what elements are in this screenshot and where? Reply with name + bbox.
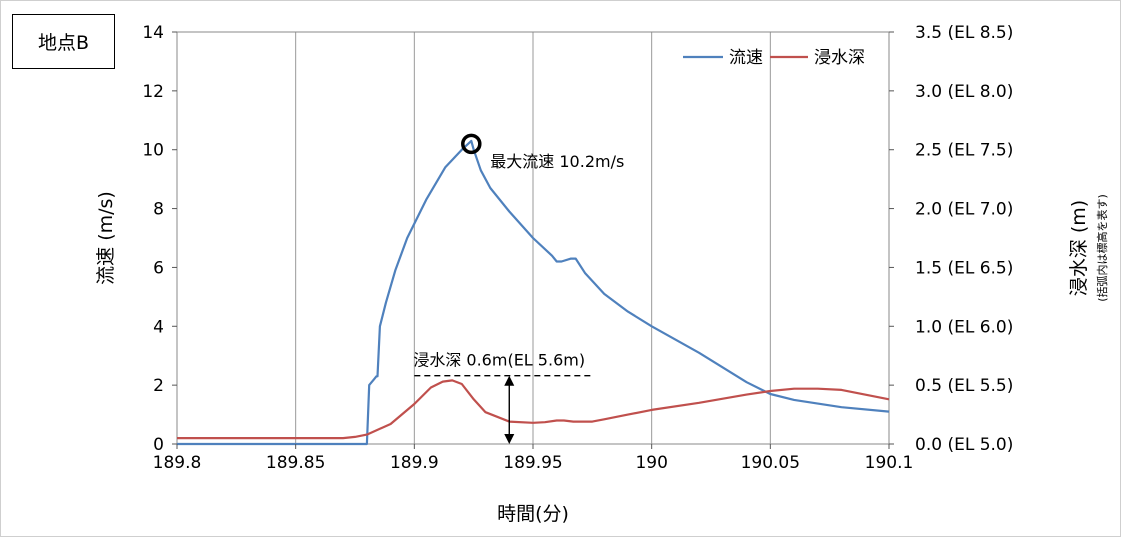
max-velocity-marker [461, 133, 482, 155]
x-tick-label: 190 [635, 453, 667, 473]
legend-label-depth: 浸水深 [814, 48, 865, 68]
x-axis-label: 時間(分) [497, 503, 569, 525]
x-tick-label: 189.8 [153, 453, 202, 473]
y-right-tick-label: 1.5 (EL 6.5) [915, 258, 1013, 278]
y-right-tick-label: 1.0 (EL 6.0) [915, 317, 1013, 337]
depth-label: 浸水深 0.6m(EL 5.6m) [413, 351, 585, 370]
y-axis-right-note: (括弧内は標高を表す) [1095, 194, 1109, 302]
depth-arrow-head-bottom [504, 434, 515, 444]
x-tick-label: 189.95 [503, 453, 562, 473]
y-right-tick-label: 3.0 (EL 8.0) [915, 82, 1013, 102]
y-left-tick-label: 4 [153, 317, 164, 337]
legend: 流速 浸水深 [683, 48, 865, 68]
y-left-tick-label: 14 [142, 23, 164, 43]
annotation-layer: 最大流速 10.2m/s 浸水深 0.6m(EL 5.6m) [413, 133, 624, 444]
y-right-tick-label: 2.0 (EL 7.0) [915, 200, 1013, 220]
depth-arrow-head-top [504, 375, 515, 386]
y-left-tick-label: 12 [142, 82, 164, 102]
x-tick-label: 190.1 [865, 453, 914, 473]
y-right-tick-label: 3.5 (EL 8.5) [915, 23, 1013, 43]
y-axis-left-label: 流速 (m/s) [95, 191, 117, 285]
x-tick-label: 189.9 [390, 453, 439, 473]
y-right-tick-label: 0.0 (EL 5.0) [915, 435, 1013, 455]
y-left-tick-label: 0 [153, 435, 164, 455]
y-left-tick-label: 2 [153, 376, 164, 396]
legend-label-velocity: 流速 [729, 48, 763, 68]
series-line-velocity [177, 139, 890, 446]
series-layer [177, 139, 890, 446]
x-tick-label: 190.05 [741, 453, 800, 473]
y-left-tick-label: 6 [153, 258, 164, 278]
tick-layer: 189.8 189.85 189.9 189.95 190 190.05 190.1 0 2 4 6… [142, 23, 1013, 473]
series-line-depth [177, 379, 890, 440]
y-right-tick-label: 0.5 (EL 5.5) [915, 376, 1013, 396]
max-velocity-label: 最大流速 10.2m/s [490, 152, 624, 171]
x-tick-label: 189.85 [266, 453, 325, 473]
y-left-tick-label: 10 [142, 141, 164, 161]
location-label: 地点B [12, 14, 115, 69]
y-left-tick-label: 8 [153, 200, 164, 220]
y-axis-right-label: 浸水深 (m) [1068, 200, 1090, 296]
y-right-tick-label: 2.5 (EL 7.5) [915, 141, 1013, 161]
